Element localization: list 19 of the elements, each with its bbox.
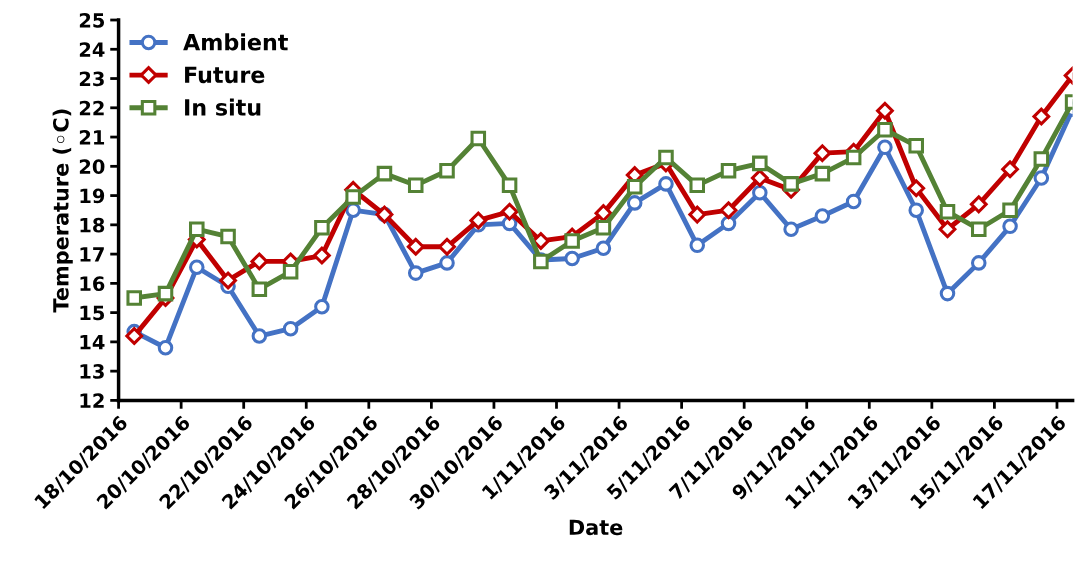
y-axis-title: Temperature (◦C)	[52, 109, 73, 313]
legend-label: In situ	[185, 98, 261, 116]
y-tick-label: 16	[80, 276, 105, 292]
y-tick-label: 15	[80, 305, 105, 321]
y-tick-label: 20	[79, 159, 105, 174]
y-tick-label: 17	[80, 247, 104, 262]
y-tick-label: 24	[79, 42, 105, 57]
x-axis-title: Date	[569, 519, 623, 536]
y-tick-label: 23	[79, 71, 104, 87]
y-tick-label: 12	[80, 393, 104, 408]
legend-label: Future	[185, 66, 265, 84]
y-tick-label: 25	[79, 12, 105, 28]
y-tick-label: 22	[79, 100, 104, 116]
y-tick-label: 19	[80, 188, 105, 204]
y-tick-label: 18	[80, 217, 105, 233]
legend-label: Ambient	[183, 33, 288, 51]
y-tick-label: 14	[80, 335, 105, 350]
y-tick-label: 13	[80, 364, 104, 379]
y-tick-label: 21	[79, 130, 105, 145]
